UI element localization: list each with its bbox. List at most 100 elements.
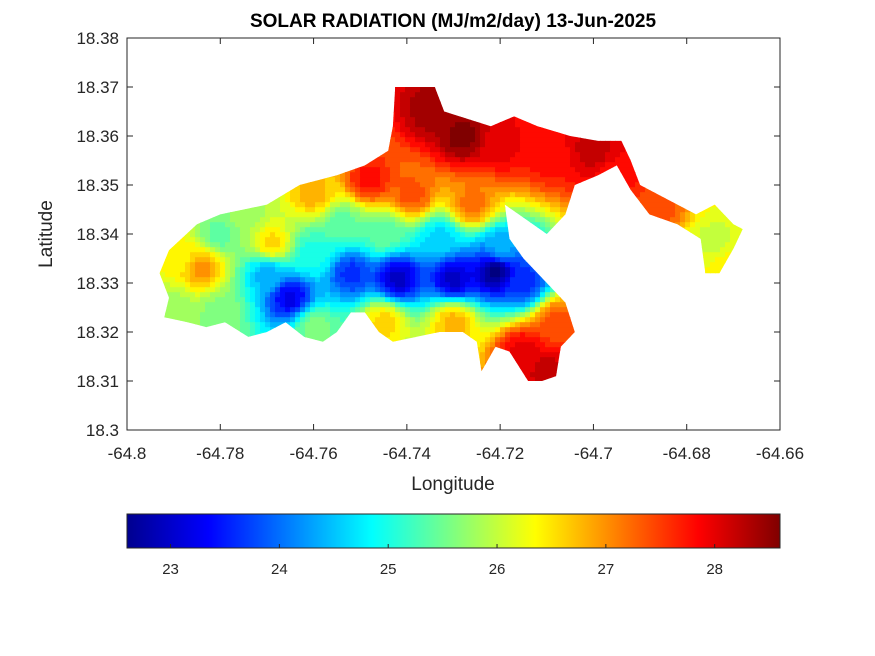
- field-cell: [195, 237, 201, 243]
- field-cell: [250, 212, 256, 218]
- field-cell: [555, 212, 561, 218]
- field-cell: [370, 227, 376, 233]
- field-cell: [465, 167, 471, 173]
- field-cell: [395, 232, 401, 238]
- field-cell: [435, 257, 441, 263]
- field-cell: [230, 252, 236, 258]
- field-cell: [210, 252, 216, 258]
- field-cell: [395, 267, 401, 273]
- field-cell: [465, 242, 471, 248]
- field-cell: [260, 247, 266, 253]
- field-cell: [490, 167, 496, 173]
- field-cell: [610, 152, 616, 158]
- field-cell: [190, 237, 196, 243]
- field-cell: [340, 227, 346, 233]
- field-cell: [490, 192, 496, 198]
- field-cell: [290, 207, 296, 213]
- field-cell: [425, 162, 431, 168]
- field-cell: [490, 147, 496, 153]
- field-cell: [265, 237, 271, 243]
- field-cell: [725, 227, 731, 233]
- field-cell: [520, 132, 526, 138]
- field-cell: [510, 162, 516, 168]
- field-cell: [355, 182, 361, 188]
- field-cell: [410, 232, 416, 238]
- field-cell: [465, 172, 471, 178]
- field-cell: [390, 187, 396, 193]
- field-cell: [470, 127, 476, 133]
- field-cell: [520, 257, 526, 263]
- field-cell: [400, 112, 406, 118]
- field-cell: [410, 217, 416, 223]
- field-cell: [185, 257, 191, 263]
- field-cell: [310, 237, 316, 243]
- field-cell: [705, 232, 711, 238]
- field-cell: [350, 272, 356, 278]
- field-cell: [390, 272, 396, 278]
- field-cell: [245, 217, 251, 223]
- field-cell: [460, 177, 466, 183]
- field-cell: [535, 127, 541, 133]
- field-cell: [450, 232, 456, 238]
- field-cell: [705, 222, 711, 228]
- field-cell: [390, 192, 396, 198]
- field-cell: [350, 217, 356, 223]
- field-cell: [240, 222, 246, 228]
- field-cell: [310, 222, 316, 228]
- field-cell: [365, 227, 371, 233]
- field-cell: [420, 217, 426, 223]
- field-cell: [545, 167, 551, 173]
- field-cell: [710, 207, 716, 213]
- field-cell: [550, 142, 556, 148]
- field-cell: [220, 237, 226, 243]
- field-cell: [450, 277, 456, 283]
- field-cell: [475, 252, 481, 258]
- field-cell: [310, 207, 316, 213]
- field-cell: [410, 122, 416, 128]
- field-cell: [275, 242, 281, 248]
- field-cell: [545, 182, 551, 188]
- field-cell: [460, 147, 466, 153]
- field-cell: [455, 157, 461, 163]
- field-cell: [230, 222, 236, 228]
- field-cell: [365, 267, 371, 273]
- field-cell: [470, 232, 476, 238]
- field-cell: [270, 282, 276, 288]
- field-cell: [510, 282, 516, 288]
- field-cell: [520, 202, 526, 208]
- field-cell: [445, 112, 451, 118]
- field-cell: [630, 167, 636, 173]
- field-cell: [375, 232, 381, 238]
- field-cell: [700, 247, 706, 253]
- field-cell: [235, 272, 241, 278]
- field-cell: [465, 282, 471, 288]
- field-cell: [580, 172, 586, 178]
- field-cell: [285, 202, 291, 208]
- field-cell: [505, 117, 511, 123]
- field-cell: [315, 222, 321, 228]
- field-cell: [495, 127, 501, 133]
- field-cell: [450, 162, 456, 168]
- field-cell: [405, 92, 411, 98]
- field-cell: [470, 282, 476, 288]
- field-cell: [200, 237, 206, 243]
- field-cell: [550, 192, 556, 198]
- field-cell: [320, 217, 326, 223]
- field-cell: [475, 272, 481, 278]
- field-cell: [475, 177, 481, 183]
- field-cell: [350, 232, 356, 238]
- field-cell: [255, 217, 261, 223]
- field-cell: [330, 262, 336, 268]
- field-cell: [715, 212, 721, 218]
- field-cell: [330, 197, 336, 203]
- field-cell: [185, 242, 191, 248]
- field-cell: [440, 277, 446, 283]
- field-cell: [425, 207, 431, 213]
- field-cell: [435, 177, 441, 183]
- field-cell: [245, 282, 251, 288]
- field-cell: [265, 277, 271, 283]
- field-cell: [490, 127, 496, 133]
- field-cell: [490, 252, 496, 258]
- field-cell: [395, 252, 401, 258]
- field-cell: [485, 227, 491, 233]
